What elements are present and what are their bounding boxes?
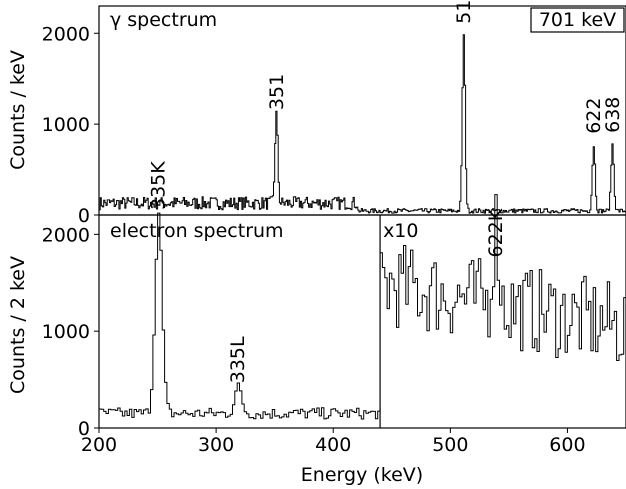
- peak-label: 622K: [485, 208, 507, 257]
- x-tick-label: 500: [432, 434, 468, 456]
- y-tick-label: 1000: [42, 321, 90, 343]
- y-tick-label: 0: [78, 205, 90, 227]
- gamma-spectrum-series: [99, 34, 626, 214]
- energy-badge-box: [530, 7, 625, 33]
- peak-label: 335K: [148, 161, 170, 210]
- bottom-panel-frame: [98, 214, 626, 429]
- x-axis-label: Energy (keV): [301, 464, 423, 486]
- top-y-axis-label: Counts / keV: [7, 50, 29, 170]
- x-tick-label: 600: [549, 434, 585, 456]
- bottom-panel-title: electron spectrum: [110, 220, 284, 242]
- x-tick-label: 400: [315, 434, 351, 456]
- x10-label: x10: [383, 220, 418, 242]
- peak-label: 638: [602, 97, 624, 133]
- bottom-y-axis-label: Counts / 2 keV: [7, 256, 29, 394]
- peak-label: 511: [453, 0, 475, 24]
- top-panel-title: γ spectrum: [110, 9, 217, 31]
- top-panel-frame: [98, 5, 626, 216]
- x-tick-label: 200: [81, 434, 117, 456]
- x-axis-ticks: 200 300 400 500 600: [81, 428, 586, 456]
- y-tick-label: 0: [78, 418, 90, 440]
- bottom-y-ticks: 0 1000 2000: [42, 224, 99, 440]
- peak-label: 335L: [227, 336, 249, 383]
- gamma-spectrum-panel: γ spectrum 701 keV Counts / keV 0 1000 200…: [7, 0, 626, 227]
- bottom-peak-labels: 335K 335L 622K: [148, 161, 507, 384]
- peak-label: 351: [266, 74, 288, 110]
- electron-spectrum-series: [99, 212, 381, 420]
- x-tick-label: 300: [198, 434, 234, 456]
- energy-badge: 701 keV: [539, 9, 616, 31]
- y-tick-label: 1000: [42, 114, 90, 136]
- electron-spectrum-x10-series: [380, 194, 626, 361]
- electron-spectrum-panel: electron spectrum x10 Counts / 2 keV 0 10…: [7, 161, 626, 486]
- y-tick-label: 2000: [42, 224, 90, 246]
- y-tick-label: 2000: [42, 23, 90, 45]
- peak-label: 622: [583, 98, 605, 134]
- top-y-ticks: 0 1000 2000: [42, 23, 99, 227]
